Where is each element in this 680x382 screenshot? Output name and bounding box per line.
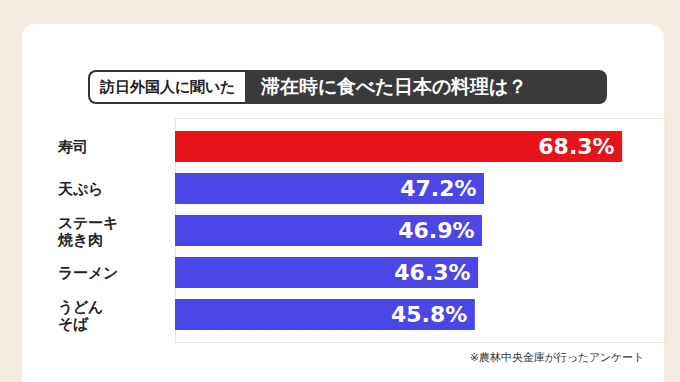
svg-text:うどんそば: うどんそば xyxy=(58,298,103,333)
html-text:※農林中央金庫が行ったアンケート: ※農林中央金庫が行ったアンケート xyxy=(469,351,644,364)
html-text:滞在時に食べた日本の料理は？: 滞在時に食べた日本の料理は？ xyxy=(261,75,527,97)
svg-text:天ぷら: 天ぷら xyxy=(57,180,103,198)
svg-text:46.9%: 46.9% xyxy=(398,218,474,243)
svg-text:ラーメン: ラーメン xyxy=(58,264,118,282)
svg-text:46.3%: 46.3% xyxy=(394,260,470,285)
svg-text:寿司: 寿司 xyxy=(57,138,88,156)
html-text:訪日外国人に聞いた: 訪日外国人に聞いた xyxy=(100,77,235,96)
svg-text:47.2%: 47.2% xyxy=(400,176,476,201)
svg-text:ステーキ焼き肉: ステーキ焼き肉 xyxy=(57,214,118,249)
svg-text:68.3%: 68.3% xyxy=(538,134,614,159)
svg-text:45.8%: 45.8% xyxy=(391,302,467,327)
